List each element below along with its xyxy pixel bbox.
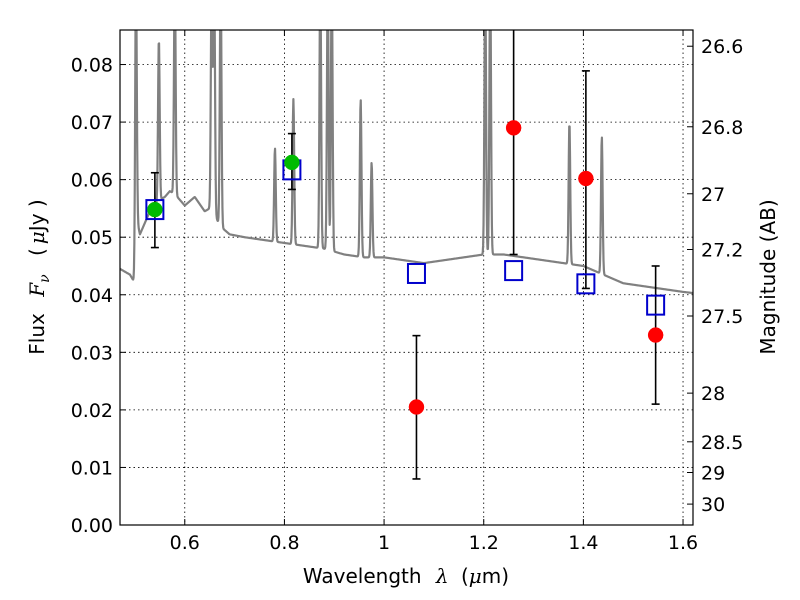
model-square-marker: [145, 199, 165, 221]
y-tick-label: 0.08: [71, 55, 113, 77]
red-circle-marker: [408, 399, 425, 415]
y2-axis-label: Magnitude (AB): [756, 199, 780, 354]
x-tick-label: 1: [378, 532, 390, 554]
y2-tick-label: 26.6: [701, 36, 743, 58]
y-tick-label: 0.06: [71, 170, 113, 192]
y-tick-label: 0.04: [71, 285, 113, 307]
y-tick-label: 0.03: [71, 342, 113, 364]
y-axis-label: Flux Fν (μJy ): [25, 199, 54, 354]
y2-tick-label: 26.8: [701, 117, 743, 139]
y2-tick-label: 28: [701, 383, 725, 405]
green-circle-marker: [147, 201, 163, 218]
x-tick-label: 0.6: [170, 532, 200, 554]
model-square-marker: [646, 294, 666, 316]
y2-tick-label: 27.2: [701, 239, 743, 261]
y2-tick-label: 27.5: [701, 306, 743, 328]
x-tick-label: 1.4: [568, 532, 598, 554]
model-spectrum: [120, 30, 693, 295]
y2-tick-label: 28.5: [701, 432, 743, 454]
y2-tick-label: 30: [701, 494, 725, 516]
spectrum-line: [120, 30, 693, 295]
x-tick-label: 1.2: [469, 532, 499, 554]
y-tick-label: 0.00: [71, 515, 113, 537]
red-circle-marker: [505, 120, 522, 136]
x-tick-label: 1.6: [668, 532, 698, 554]
y-tick-label: 0.02: [71, 400, 113, 422]
y-tick-label: 0.05: [71, 227, 113, 249]
data-markers: [145, 120, 666, 415]
y-tick-label: 0.07: [71, 112, 113, 134]
red-circle-marker: [647, 327, 664, 343]
x-tick-label: 0.8: [269, 532, 299, 554]
x-axis-label: Wavelength λ (μm): [303, 564, 509, 588]
model-square-marker: [504, 260, 524, 282]
green-circle-marker: [284, 154, 300, 171]
axis-ticks: 0.6 0.8 1 1.2 1.4 1.6 0.00 0.01 0.02 0.03 0.04 0.05…: [71, 30, 743, 554]
red-circle-marker: [578, 170, 594, 187]
y2-tick-label: 27: [701, 184, 725, 206]
y-tick-label: 0.01: [71, 457, 113, 479]
plot-frame: [119, 29, 694, 526]
y2-tick-label: 29: [701, 463, 725, 485]
model-square-marker: [576, 273, 596, 295]
model-square-marker: [406, 262, 426, 284]
